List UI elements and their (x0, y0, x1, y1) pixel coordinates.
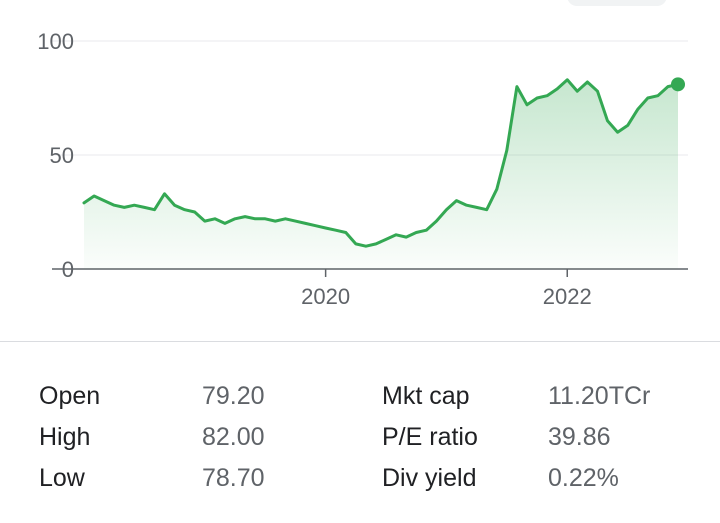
axis-tick-labels: 0 50 100 2020 2022 (37, 29, 591, 309)
stat-label-mkt-cap: Mkt cap (382, 382, 470, 410)
stat-label-div-yield: Div yield (382, 464, 477, 492)
stock-price-chart[interactable]: 0 50 100 2020 2022 (0, 0, 720, 340)
price-area-fill (84, 79, 678, 269)
y-tick-label: 50 (50, 143, 74, 168)
y-tick-label: 100 (37, 29, 74, 54)
stat-value-div-yield: 0.22% (548, 464, 619, 492)
stat-value-open: 79.20 (202, 382, 265, 410)
stat-label-low: Low (39, 464, 85, 492)
stats-row-low: Low 78.70 Div yield 0.22% (0, 458, 720, 498)
x-tick-label: 2020 (301, 284, 350, 309)
range-selector-pill[interactable] (567, 0, 667, 6)
section-divider (0, 341, 720, 342)
stats-row-high: High 82.00 P/E ratio 39.86 (0, 417, 720, 457)
stat-label-open: Open (39, 382, 101, 410)
stats-row-open: Open 79.20 Mkt cap 11.20TCr (0, 376, 720, 416)
stat-value-pe-ratio: 39.86 (548, 423, 611, 451)
x-tick-label: 2022 (543, 284, 592, 309)
stat-value-high: 82.00 (202, 423, 265, 451)
stat-label-pe-ratio: P/E ratio (382, 423, 478, 451)
stat-value-low: 78.70 (202, 464, 265, 492)
stat-value-mkt-cap: 11.20TCr (548, 382, 651, 410)
y-tick-label: 0 (62, 257, 74, 282)
price-line (82, 78, 680, 248)
latest-price-marker (671, 77, 685, 92)
stat-label-high: High (39, 423, 91, 451)
